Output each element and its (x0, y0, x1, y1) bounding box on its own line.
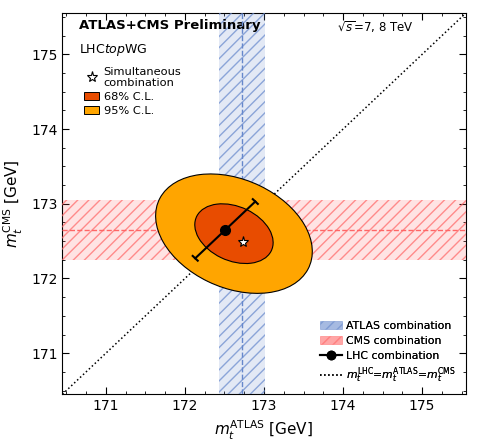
Bar (62, 200, 466, 260)
Legend: ATLAS combination, CMS combination, LHC combination, $m_t^{\rm LHC}$=$m_t^{\rm A: ATLAS combination, CMS combination, LHC … (320, 321, 456, 385)
Y-axis label: $m_t^{\mathrm{CMS}}$ [GeV]: $m_t^{\mathrm{CMS}}$ [GeV] (2, 159, 25, 248)
Text: ATLAS+CMS Preliminary: ATLAS+CMS Preliminary (79, 19, 260, 32)
Ellipse shape (156, 174, 312, 293)
Bar (219, 13, 265, 394)
Bar (62, 200, 466, 260)
Ellipse shape (195, 204, 273, 264)
Text: LHC$\it{top}$WG: LHC$\it{top}$WG (79, 42, 147, 58)
Bar (219, 13, 265, 394)
Text: $\sqrt{s}$=7, 8 TeV: $\sqrt{s}$=7, 8 TeV (336, 19, 413, 35)
X-axis label: $m_t^{\mathrm{ATLAS}}$ [GeV]: $m_t^{\mathrm{ATLAS}}$ [GeV] (215, 419, 313, 442)
